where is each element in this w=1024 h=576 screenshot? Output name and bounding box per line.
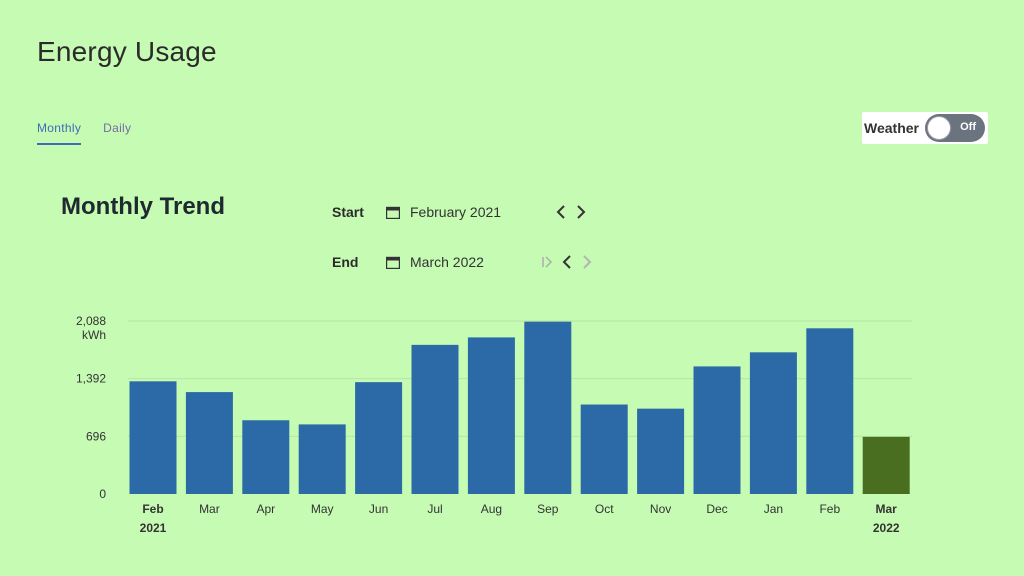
chevron-right-icon <box>577 205 586 219</box>
bar <box>580 404 628 494</box>
bar <box>637 408 685 494</box>
x-tick-label: Jun <box>369 502 388 516</box>
x-tick-label: Feb <box>142 502 163 516</box>
x-tick-label: Oct <box>595 502 614 516</box>
bar <box>806 328 854 494</box>
y-tick-label: 696 <box>86 429 106 443</box>
chevron-right-icon <box>583 255 592 269</box>
bar <box>693 366 741 494</box>
start-date-value: February 2021 <box>410 204 502 220</box>
weather-toggle[interactable]: Off <box>924 114 985 142</box>
calendar-icon <box>386 206 400 219</box>
bar <box>242 420 290 494</box>
start-prev-button[interactable] <box>554 204 568 220</box>
start-row: Start February 2021 <box>332 204 588 220</box>
x-tick-label: Sep <box>537 502 559 516</box>
calendar-icon <box>386 256 400 269</box>
tab-monthly[interactable]: Monthly <box>37 119 82 145</box>
end-next-button[interactable] <box>580 254 594 270</box>
bar <box>862 436 910 494</box>
y-tick-label: 0 <box>99 487 106 501</box>
bar <box>524 321 572 494</box>
x-tick-label: Apr <box>256 502 275 516</box>
x-tick-year-label: 2022 <box>873 521 900 535</box>
page-title: Energy Usage <box>37 36 217 67</box>
skip-to-end-button[interactable] <box>540 254 554 270</box>
start-next-button[interactable] <box>574 204 588 220</box>
x-tick-label: Jan <box>764 502 783 516</box>
chevron-left-icon <box>562 255 571 269</box>
end-prev-button[interactable] <box>560 254 574 270</box>
section-title: Monthly Trend <box>61 193 225 220</box>
end-label: End <box>332 254 359 270</box>
x-tick-label: Nov <box>650 502 671 516</box>
y-axis-unit-label: kWh <box>82 328 106 342</box>
x-tick-label: Mar <box>876 502 898 516</box>
weather-label: Weather <box>864 120 919 136</box>
toggle-knob <box>926 116 951 140</box>
x-tick-label: Aug <box>481 502 502 516</box>
weather-toggle-group: Weather Off <box>862 112 988 144</box>
tab-daily[interactable]: Daily <box>103 121 132 135</box>
x-tick-year-label: 2021 <box>140 521 167 535</box>
bar <box>355 382 403 494</box>
monthly-trend-chart: 0 696 1,392 2,088 kWh Feb 2021 Mar Apr May Jun Jul A… <box>0 300 1024 550</box>
bar <box>129 381 177 494</box>
start-date-field[interactable]: February 2021 <box>386 204 548 220</box>
view-tabs: Monthly Daily <box>37 119 153 145</box>
chevron-left-icon <box>556 205 565 219</box>
y-tick-label: 2,088 <box>76 314 106 328</box>
bar <box>411 344 459 494</box>
x-tick-label: Mar <box>199 502 220 516</box>
end-row: End March 2022 <box>332 254 594 270</box>
toggle-state-text: Off <box>960 121 976 133</box>
end-date-field[interactable]: March 2022 <box>386 254 548 270</box>
start-label: Start <box>332 204 364 220</box>
y-tick-label: 1,392 <box>76 372 106 386</box>
skip-to-end-icon <box>542 256 552 268</box>
x-tick-label: Feb <box>819 502 840 516</box>
bar <box>749 352 797 494</box>
end-date-value: March 2022 <box>410 254 484 270</box>
bar <box>185 392 233 494</box>
x-tick-label: Jul <box>427 502 442 516</box>
x-tick-label: Dec <box>706 502 727 516</box>
bar <box>467 337 515 494</box>
bar <box>298 424 346 494</box>
x-tick-label: May <box>311 502 334 516</box>
